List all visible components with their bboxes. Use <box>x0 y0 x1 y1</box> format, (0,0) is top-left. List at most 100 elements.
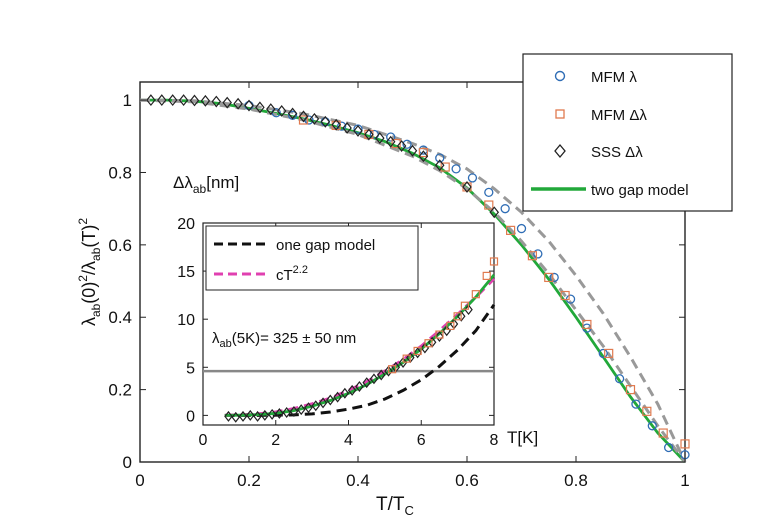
inset-annotation: λab(5K)= 325 ± 50 nm <box>212 330 356 350</box>
inset-point-sss-32 <box>457 310 466 322</box>
main-y-tick-label-5: 1 <box>123 91 132 110</box>
main-point-mfm-16 <box>516 223 527 234</box>
inset-point-sss-7 <box>275 407 284 419</box>
main-point-sss-10 <box>255 101 265 114</box>
inset-point-sss-13 <box>318 397 328 409</box>
inset-x-tick-label-1: 2 <box>271 432 280 449</box>
main-curves <box>139 98 687 463</box>
inset-x-tick-label-2: 4 <box>344 432 353 449</box>
inset-point-sss-26 <box>413 347 422 359</box>
inset-point-sss-3 <box>246 409 255 421</box>
main-point-sss-21 <box>375 132 385 145</box>
main-point-mfm-24 <box>647 421 657 431</box>
inset-x-axis-label: T[K] <box>507 428 538 447</box>
main-point-mfm-7 <box>484 200 494 210</box>
main-point-sss-14 <box>298 110 309 123</box>
main-point-sss-1 <box>157 94 167 107</box>
inset-point-sss-11 <box>304 402 313 414</box>
main-x-tick-label-2: 0.4 <box>346 471 370 490</box>
main-point-mfm-11 <box>435 153 445 163</box>
inset-point-mfm-1 <box>402 354 411 363</box>
main-point-mfm-5 <box>336 121 347 131</box>
inset-y-axis-label: Δλab[nm] <box>173 173 239 196</box>
inset-point-mfm-3 <box>424 339 433 348</box>
main-x-tick-label-3: 0.6 <box>455 471 479 490</box>
main-point-sss-7 <box>222 96 232 109</box>
main-point-mfm-15 <box>642 406 652 416</box>
inset-legend-label-one-gap: one gap model <box>276 237 375 254</box>
inset-markers <box>224 257 499 423</box>
inset-y-tick-label-1: 5 <box>186 360 195 377</box>
legend-marker-mfm-delta-lambda <box>555 109 565 119</box>
inset-point-mfm-2 <box>413 346 422 356</box>
inset-point-sss-10 <box>296 404 306 416</box>
inset-point-mfm-5 <box>446 321 455 331</box>
main-x-tick-label-5: 1 <box>680 471 689 490</box>
main-x-axis-label: T/TC <box>376 494 414 518</box>
legend-label-mfm-delta-lambda: MFM Δλ <box>591 107 647 124</box>
main-legend: MFM λ MFM Δλ SSS Δλ two gap model <box>522 53 733 212</box>
inset-plot: 0 2 4 6 8 0 5 10 15 20 Δλab[nm] T[K] λab(5K)= 325… <box>173 173 538 449</box>
legend-label-sss-delta-lambda: SSS Δλ <box>591 144 643 161</box>
inset-point-sss-17 <box>347 384 357 396</box>
main-point-sss-15 <box>309 112 320 125</box>
inset-point-mfm-0 <box>388 365 397 374</box>
inset-y-tick-label-2: 10 <box>177 312 195 329</box>
inset-y-tick-label-3: 15 <box>177 264 195 281</box>
main-point-sss-6 <box>211 95 222 108</box>
main-point-mfm-17 <box>680 439 690 449</box>
inset-point-sss-19 <box>362 377 371 389</box>
main-point-mfm-21 <box>598 348 608 359</box>
main-point-sss-17 <box>331 118 341 131</box>
main-point-mfm-13 <box>467 173 478 183</box>
main-line-one-gap-bound-lower <box>139 98 687 463</box>
main-point-sss-25 <box>418 150 429 163</box>
main-point-mfm-14 <box>625 385 636 395</box>
inset-point-mfm-8 <box>471 290 480 299</box>
main-markers <box>146 94 690 460</box>
inset-point-sss-12 <box>311 400 321 412</box>
inset-x-tick-label-0: 0 <box>199 432 208 449</box>
inset-point-sss-20 <box>369 373 379 385</box>
inset-point-sss-4 <box>253 410 262 422</box>
main-point-mfm-9 <box>527 251 538 261</box>
legend-label-two-gap: two gap model <box>591 182 689 199</box>
main-y-tick-label-0: 0 <box>123 453 132 472</box>
main-point-mfm-18 <box>549 272 559 283</box>
main-point-sss-4 <box>189 94 200 107</box>
inset-y-tick-label-4: 20 <box>177 216 195 233</box>
main-point-sss-2 <box>167 94 178 107</box>
inset-point-sss-22 <box>384 365 393 377</box>
main-point-sss-18 <box>342 122 352 134</box>
inset-point-sss-9 <box>289 406 299 418</box>
inset-point-mfm-9 <box>482 271 491 281</box>
main-point-sss-20 <box>364 128 374 141</box>
inset-point-sss-6 <box>267 408 277 420</box>
inset-point-sss-5 <box>260 409 270 421</box>
main-point-mfm-8 <box>386 132 396 142</box>
inset-legend-label-power-law: cT2.2 <box>276 264 308 284</box>
main-point-sss-13 <box>287 107 298 120</box>
main-y-tick-label-2: 0.4 <box>108 308 132 327</box>
main-x-tick-label-1: 0.2 <box>237 471 261 490</box>
inset-x-tick-label-3: 6 <box>417 432 426 449</box>
main-point-sss-19 <box>353 124 363 137</box>
inset-point-sss-16 <box>340 387 350 399</box>
inset-legend: one gap model cT2.2 <box>205 225 419 291</box>
inset-point-sss-14 <box>326 394 335 406</box>
legend-marker-mfm-lambda <box>554 70 566 82</box>
inset-y-tick-label-0: 0 <box>186 408 195 425</box>
main-point-sss-23 <box>396 140 407 153</box>
inset-point-sss-29 <box>435 331 444 342</box>
main-point-sss-11 <box>266 103 276 116</box>
inset-point-mfm-10 <box>489 257 499 266</box>
main-line-one-gap-bound-upper <box>139 98 687 463</box>
legend-label-mfm-lambda: MFM λ <box>591 69 637 86</box>
main-point-sss-27 <box>462 180 472 193</box>
inset-point-sss-33 <box>464 304 473 316</box>
main-point-sss-24 <box>407 144 418 157</box>
inset-point-sss-1 <box>231 411 240 423</box>
main-point-mfm-9 <box>402 139 412 149</box>
inset-x-tick-label-4: 8 <box>490 432 499 449</box>
